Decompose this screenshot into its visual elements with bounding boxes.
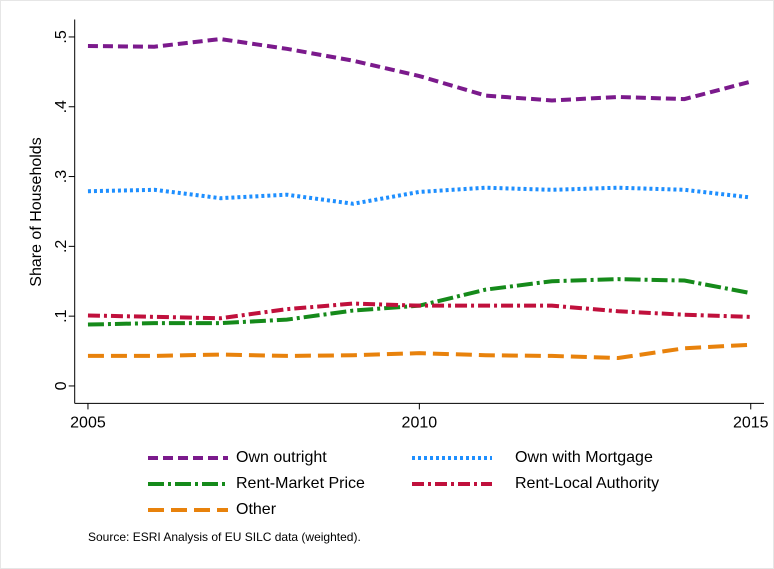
- y-tick-label: .1: [53, 309, 70, 322]
- y-tick-label: .5: [53, 30, 70, 43]
- source-note: Source: ESRI Analysis of EU SILC data (w…: [88, 530, 361, 544]
- legend-label: Own with Mortgage: [515, 449, 653, 466]
- series-line: [87, 342, 751, 361]
- series-line: [87, 185, 751, 206]
- y-tick-label: .2: [53, 240, 70, 253]
- y-axis-label: Share of Households: [28, 137, 45, 286]
- y-tick-label: 0: [53, 381, 70, 390]
- legend-label: Own outright: [236, 449, 327, 466]
- series-line: [87, 301, 751, 321]
- x-tick-label: 2010: [402, 415, 438, 432]
- y-tick-label: .4: [53, 100, 70, 113]
- x-tick-label: 2015: [733, 415, 769, 432]
- x-tick-label: 2005: [70, 415, 106, 432]
- legend-label: Rent-Market Price: [236, 475, 365, 492]
- series-line: [87, 37, 752, 103]
- y-tick-label: .3: [53, 170, 70, 183]
- legend-label: Other: [236, 501, 277, 518]
- legend-label: Rent-Local Authority: [515, 475, 659, 492]
